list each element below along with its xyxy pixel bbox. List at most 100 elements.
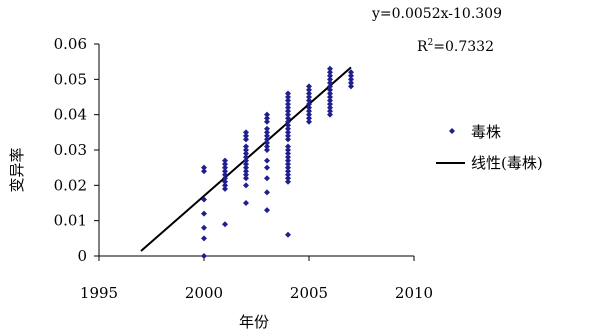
x-tick-label: 1995: [80, 284, 118, 302]
data-point: [285, 150, 291, 157]
data-point: [327, 108, 333, 115]
scatter-points: [201, 65, 354, 259]
data-point: [243, 175, 249, 182]
data-point: [348, 83, 354, 90]
data-point: [222, 185, 228, 192]
data-point: [306, 108, 312, 115]
data-point: [222, 168, 228, 175]
data-point: [306, 97, 312, 104]
data-point: [222, 178, 228, 185]
data-point: [264, 207, 270, 214]
data-point: [222, 175, 228, 182]
data-point: [243, 136, 249, 143]
data-point: [222, 161, 228, 168]
data-point: [264, 157, 270, 164]
data-point: [222, 221, 228, 228]
r-squared: R2=0.7332: [417, 38, 494, 55]
data-point: [264, 115, 270, 122]
data-point: [285, 154, 291, 161]
data-point: [285, 147, 291, 153]
y-tick-label: 0.04: [54, 106, 87, 124]
legend: 毒株 线性(毒株): [436, 123, 543, 172]
data-point: [327, 76, 333, 83]
y-ticks: 0 0.01 0.02 0.03 0.04 0.05 0.06: [54, 35, 99, 265]
y-tick-label: 0.05: [54, 70, 87, 88]
data-point: [285, 104, 291, 111]
data-point: [348, 72, 354, 79]
data-point: [222, 157, 228, 164]
legend-marker-diamond: [449, 128, 455, 134]
data-point: [201, 164, 207, 171]
data-point: [264, 143, 270, 150]
data-point: [327, 90, 333, 97]
data-point: [243, 200, 249, 206]
data-point: [285, 122, 291, 129]
data-point: [327, 104, 333, 111]
data-point: [243, 154, 249, 161]
data-point: [327, 111, 333, 118]
data-point: [285, 231, 291, 238]
data-point: [285, 157, 291, 164]
data-point: [285, 129, 291, 136]
data-point: [348, 79, 354, 86]
data-point: [201, 224, 207, 231]
data-point: [264, 189, 270, 196]
data-point: [306, 111, 312, 118]
data-point: [285, 136, 291, 143]
data-point: [306, 83, 312, 90]
data-point: [201, 168, 207, 175]
x-axis-title: 年份: [239, 313, 269, 331]
y-axis-title: 变异率: [8, 147, 26, 192]
data-point: [285, 161, 291, 168]
y-tick-label: 0.02: [54, 176, 87, 194]
data-point: [243, 147, 249, 153]
data-point: [285, 171, 291, 178]
data-point: [327, 94, 333, 100]
data-point: [306, 104, 312, 111]
y-tick-label: 0: [77, 247, 87, 265]
data-point: [201, 196, 207, 203]
data-point: [285, 168, 291, 175]
data-point: [327, 72, 333, 79]
data-point: [264, 129, 270, 136]
data-point: [243, 157, 249, 164]
data-point: [264, 125, 270, 132]
data-point: [285, 90, 291, 97]
data-point: [222, 164, 228, 171]
data-point: [264, 139, 270, 146]
data-point: [285, 178, 291, 185]
data-point: [306, 90, 312, 97]
data-point: [201, 235, 207, 242]
data-point: [327, 79, 333, 86]
data-point: [327, 101, 333, 108]
data-point: [285, 125, 291, 132]
data-point: [348, 69, 354, 76]
data-point: [264, 136, 270, 143]
data-point: [348, 76, 354, 83]
legend-label-trend: 线性(毒株): [471, 154, 543, 172]
data-point: [306, 86, 312, 93]
data-point: [264, 164, 270, 171]
data-point: [327, 83, 333, 90]
data-point: [243, 164, 249, 171]
y-tick-label: 0.03: [54, 141, 87, 159]
data-point: [243, 132, 249, 139]
data-point: [327, 97, 333, 104]
r-squared-exp: 2: [428, 38, 434, 48]
x-tick-label: 2005: [290, 284, 328, 302]
regression-equation: y=0.0052x-10.309: [371, 6, 502, 22]
data-point: [243, 129, 249, 136]
data-point: [285, 115, 291, 122]
data-point: [285, 118, 291, 125]
data-point: [285, 132, 291, 139]
plot-area: 00.010.020.030.040.050.06 1995 2000 2005 20…: [54, 35, 434, 302]
y-tick-label: 0.01: [54, 212, 87, 230]
data-point: [285, 164, 291, 171]
data-point: [327, 65, 333, 72]
data-point: [285, 175, 291, 182]
data-point: [306, 118, 312, 125]
legend-label-series: 毒株: [471, 123, 501, 141]
data-point: [285, 101, 291, 108]
data-point: [243, 143, 249, 150]
